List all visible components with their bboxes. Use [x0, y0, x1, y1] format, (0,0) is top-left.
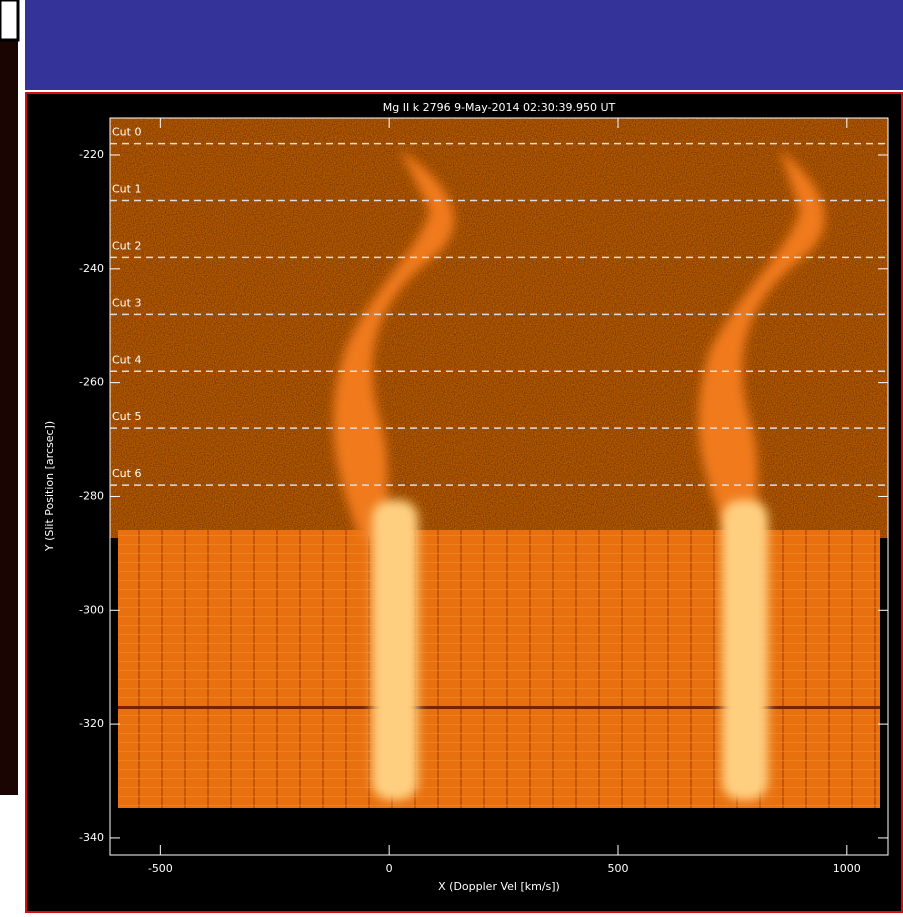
cut-label: Cut 1: [112, 183, 141, 196]
y-tick-label: -220: [79, 148, 104, 161]
side-panel: [0, 0, 18, 795]
x-tick-label: 500: [607, 862, 628, 875]
y-tick-label: -240: [79, 262, 104, 275]
cut-label: Cut 0: [112, 126, 141, 139]
cut-label: Cut 5: [112, 410, 141, 423]
x-tick-label: 0: [386, 862, 393, 875]
y-tick-label: -280: [79, 489, 104, 502]
header-bar: [25, 0, 903, 90]
cut-label: Cut 4: [112, 353, 141, 366]
side-panel-header: [0, 0, 18, 40]
y-tick-label: -260: [79, 376, 104, 389]
x-axis-label: X (Doppler Vel [km/s]): [438, 880, 560, 893]
cut-label: Cut 3: [112, 296, 141, 309]
cut-label: Cut 6: [112, 467, 141, 480]
screen: Mg II k 2796 9-May-2014 02:30:39.950 UT …: [0, 0, 903, 913]
y-axis-label: Y (Slit Position [arcsec]): [43, 421, 56, 552]
y-tick-label: -340: [79, 831, 104, 844]
x-tick-label: -500: [148, 862, 173, 875]
noise-region: [110, 118, 888, 538]
y-tick-label: -300: [79, 603, 104, 616]
spectral-image: [110, 118, 888, 808]
x-tick-label: 1000: [833, 862, 861, 875]
chart-title: Mg II k 2796 9-May-2014 02:30:39.950 UT: [383, 101, 616, 114]
cut-label: Cut 2: [112, 239, 141, 252]
y-tick-label: -320: [79, 717, 104, 730]
